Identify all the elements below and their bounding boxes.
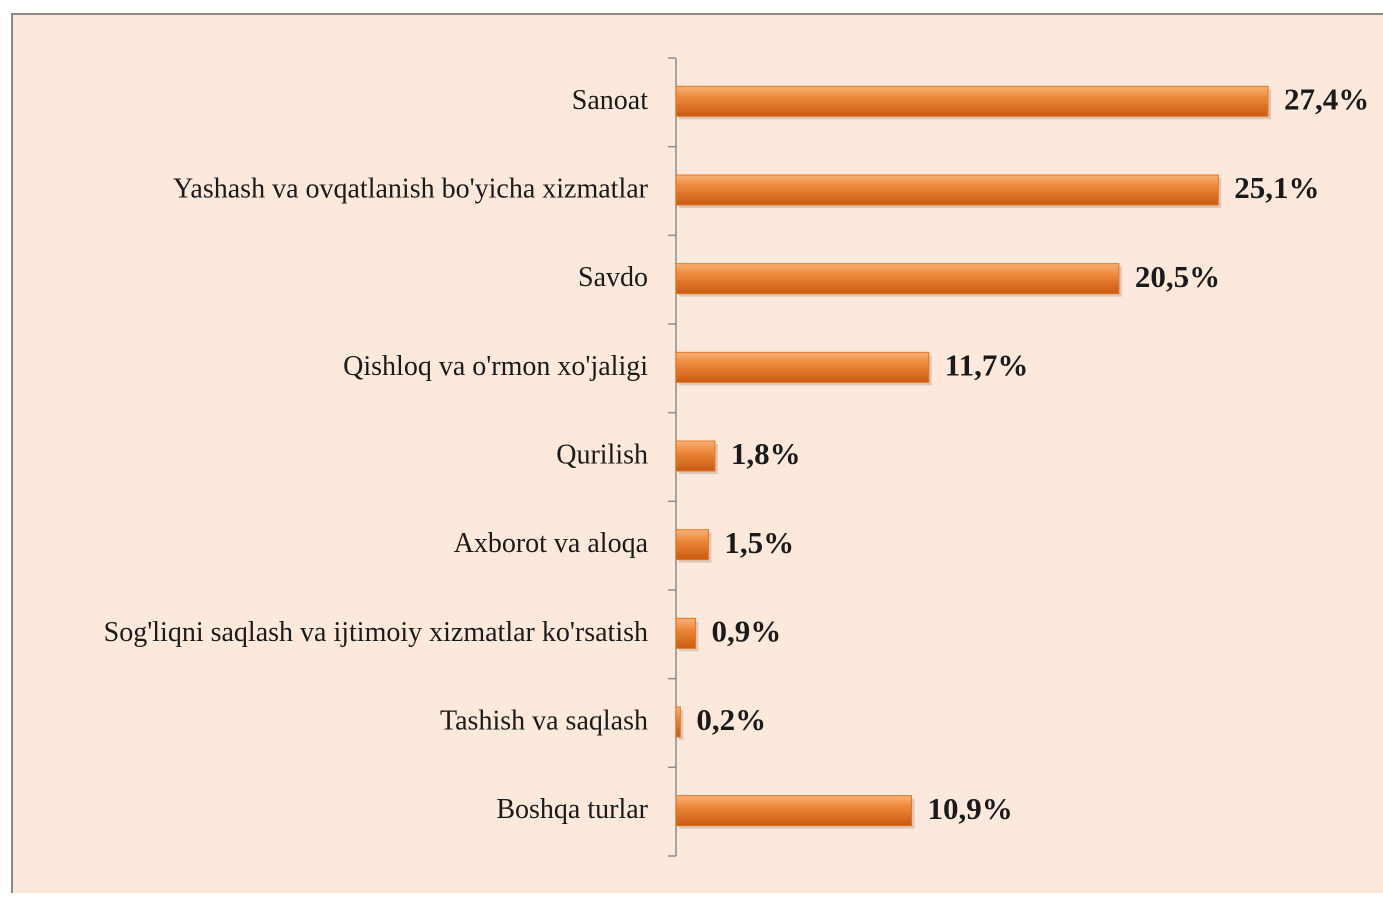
value-label: 0,2% <box>696 702 766 737</box>
bar <box>675 617 696 649</box>
value-label: 1,8% <box>731 436 801 471</box>
bar-shadow <box>679 710 684 740</box>
category-label: Axborot va aloqa <box>454 528 649 559</box>
bar <box>675 351 930 383</box>
category-label: Sanoat <box>572 85 648 116</box>
category-label: Boshqa turlar <box>496 794 648 825</box>
bar <box>675 263 1120 295</box>
bar <box>675 795 913 827</box>
bar <box>675 440 716 472</box>
bar <box>675 85 1269 117</box>
value-label: 20,5% <box>1135 259 1220 294</box>
category-label: Sog'liqni saqlash va ijtimoiy xizmatlar … <box>104 617 648 648</box>
value-label: 10,9% <box>928 791 1013 826</box>
category-label: Tashish va saqlash <box>440 705 648 736</box>
value-label: 11,7% <box>945 347 1029 382</box>
category-label: Savdo <box>578 262 648 293</box>
value-label: 0,9% <box>711 613 781 648</box>
bar <box>675 529 709 561</box>
value-label: 1,5% <box>724 525 794 560</box>
bar <box>675 174 1219 206</box>
value-label: 25,1% <box>1234 170 1319 205</box>
bar <box>675 706 681 738</box>
category-label: Qurilish <box>556 439 648 470</box>
category-label: Qishloq va o'rmon xo'jaligi <box>343 351 648 382</box>
category-label: Yashash va ovqatlanish bo'yicha xizmatla… <box>173 173 649 204</box>
value-label: 27,4% <box>1284 81 1369 116</box>
